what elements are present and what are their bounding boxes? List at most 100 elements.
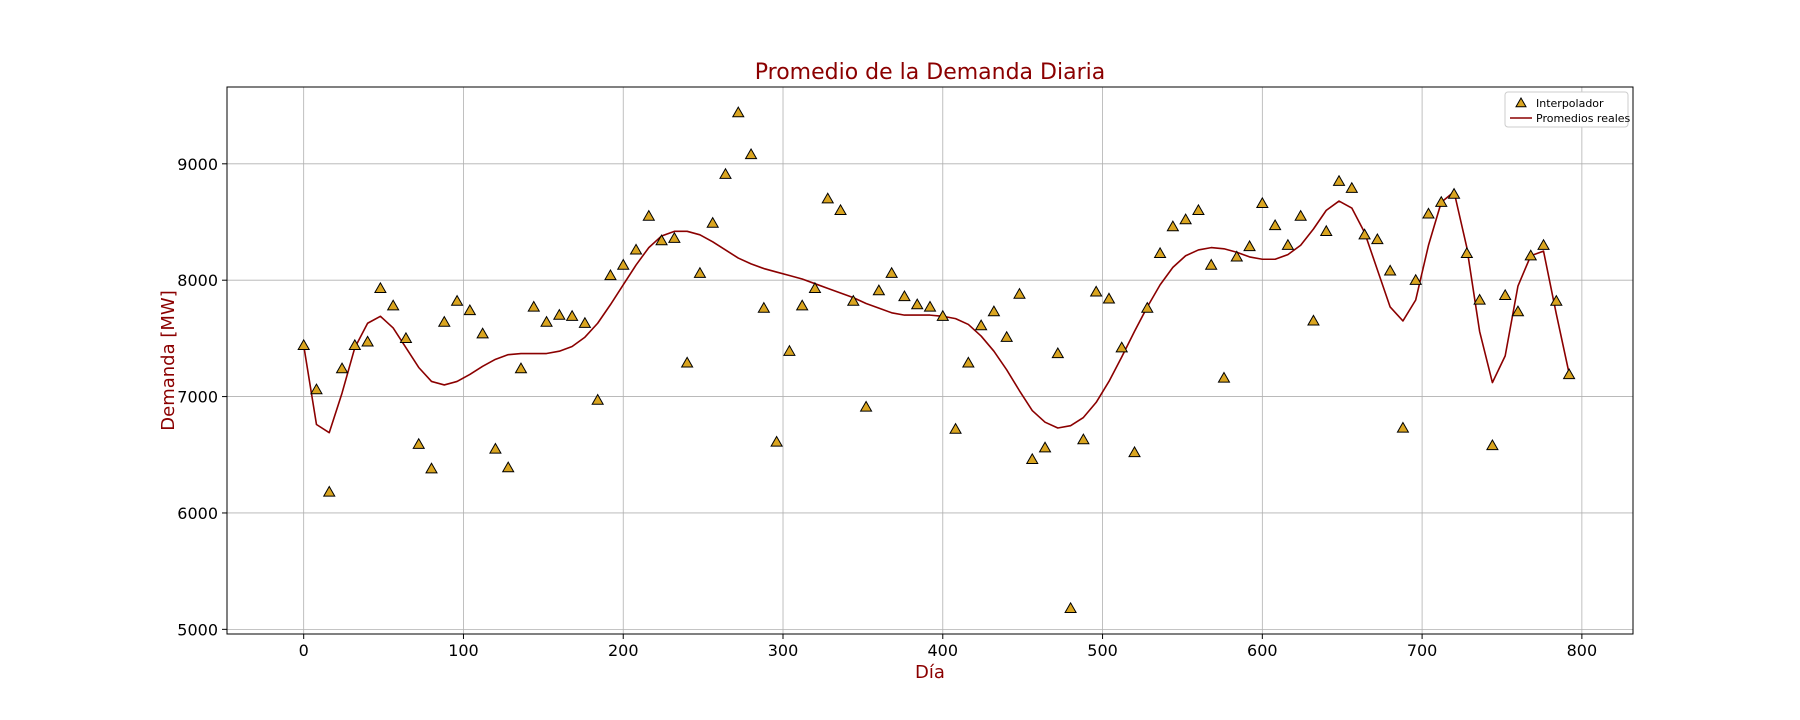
plot-area xyxy=(226,86,1634,635)
chart-title: Promedio de la Demanda Diaria xyxy=(755,60,1105,85)
data-point xyxy=(936,309,950,321)
data-point xyxy=(476,327,489,339)
data-point xyxy=(1511,305,1525,317)
data-point xyxy=(821,192,835,204)
data-point xyxy=(1358,228,1371,240)
data-point xyxy=(1179,213,1192,225)
data-point xyxy=(987,305,1001,317)
x-tick-label: 600 xyxy=(1247,641,1278,660)
grid xyxy=(227,87,1633,634)
legend: Interpolador Promedios reales xyxy=(1504,91,1631,128)
x-tick-label: 200 xyxy=(608,641,639,660)
data-point xyxy=(1371,232,1384,245)
data-point xyxy=(501,461,515,473)
x-tick-label: 800 xyxy=(1567,641,1598,660)
y-tick-label: 6000 xyxy=(177,504,218,523)
data-point xyxy=(591,393,605,405)
data-point xyxy=(1562,367,1576,380)
data-point xyxy=(1332,174,1346,186)
data-point xyxy=(961,356,975,368)
data-point xyxy=(463,303,477,316)
data-point xyxy=(1447,187,1461,199)
y-axis-title: Demanda [MW] xyxy=(158,290,179,430)
data-point xyxy=(846,294,860,306)
data-point xyxy=(1089,285,1103,297)
x-axis-title: Día xyxy=(915,662,945,683)
data-point xyxy=(1498,288,1512,300)
data-point xyxy=(1192,203,1205,215)
data-point xyxy=(1166,220,1180,232)
data-point xyxy=(374,281,387,293)
data-point xyxy=(1115,341,1129,353)
data-point xyxy=(1077,433,1090,445)
data-point xyxy=(335,362,349,374)
data-point xyxy=(1038,441,1052,453)
data-point xyxy=(834,203,847,215)
axis-ticks: 0 100 200 300 400 500 600 700 800 5000 6000 7000 800… xyxy=(177,155,1597,660)
data-point xyxy=(1383,264,1397,276)
data-point xyxy=(565,309,579,321)
data-point xyxy=(310,383,323,395)
data-point xyxy=(361,335,374,347)
data-point xyxy=(655,234,668,246)
data-point xyxy=(1140,301,1154,313)
data-point xyxy=(1319,224,1333,236)
data-point xyxy=(757,301,771,313)
data-point xyxy=(1307,314,1320,326)
data-point xyxy=(489,442,502,454)
data-point xyxy=(668,231,681,243)
data-point xyxy=(1025,452,1039,465)
scatter-series-layer xyxy=(297,106,1576,614)
data-point xyxy=(540,315,553,327)
data-point xyxy=(514,362,528,374)
x-tick-label: 300 xyxy=(768,641,799,660)
data-point xyxy=(1013,287,1026,299)
data-point xyxy=(642,209,656,221)
data-point xyxy=(808,281,822,293)
y-tick-label: 8000 xyxy=(177,271,218,290)
data-point xyxy=(974,319,988,331)
data-point xyxy=(1153,246,1167,259)
data-point xyxy=(949,422,962,434)
x-tick-label: 400 xyxy=(928,641,959,660)
data-point xyxy=(910,298,924,310)
x-tick-label: 100 xyxy=(448,641,479,660)
data-point xyxy=(297,338,311,350)
x-tick-label: 500 xyxy=(1087,641,1118,660)
data-point xyxy=(731,106,745,118)
data-point xyxy=(680,356,694,368)
line-series-layer xyxy=(302,190,1570,434)
data-point xyxy=(1051,347,1065,359)
legend-box xyxy=(1504,91,1629,128)
data-point xyxy=(770,435,783,447)
legend-marker-interpolador xyxy=(1515,96,1527,108)
data-point xyxy=(1000,330,1014,342)
data-point xyxy=(578,316,592,328)
data-point xyxy=(1460,246,1474,259)
data-point xyxy=(1486,438,1499,451)
data-point xyxy=(348,338,362,350)
data-point xyxy=(1294,209,1308,221)
data-point xyxy=(1064,601,1077,614)
data-point xyxy=(437,315,451,327)
data-point xyxy=(450,294,464,306)
data-point xyxy=(1396,421,1410,433)
data-point xyxy=(322,485,336,497)
data-point xyxy=(1268,218,1282,231)
data-point xyxy=(1230,250,1244,262)
data-point xyxy=(629,243,643,255)
data-point xyxy=(1422,207,1435,219)
series-line-promedios-reales xyxy=(302,190,1570,434)
data-point xyxy=(744,147,758,160)
data-point xyxy=(885,266,899,278)
data-point xyxy=(1281,238,1295,250)
data-point xyxy=(1524,249,1538,261)
y-tick-label: 5000 xyxy=(177,620,218,639)
data-point xyxy=(386,299,400,311)
data-point xyxy=(1434,195,1448,207)
data-point xyxy=(795,299,809,311)
data-point xyxy=(719,167,732,179)
data-point xyxy=(1243,239,1256,252)
legend-label-interpolador: Interpolador xyxy=(1536,97,1604,110)
